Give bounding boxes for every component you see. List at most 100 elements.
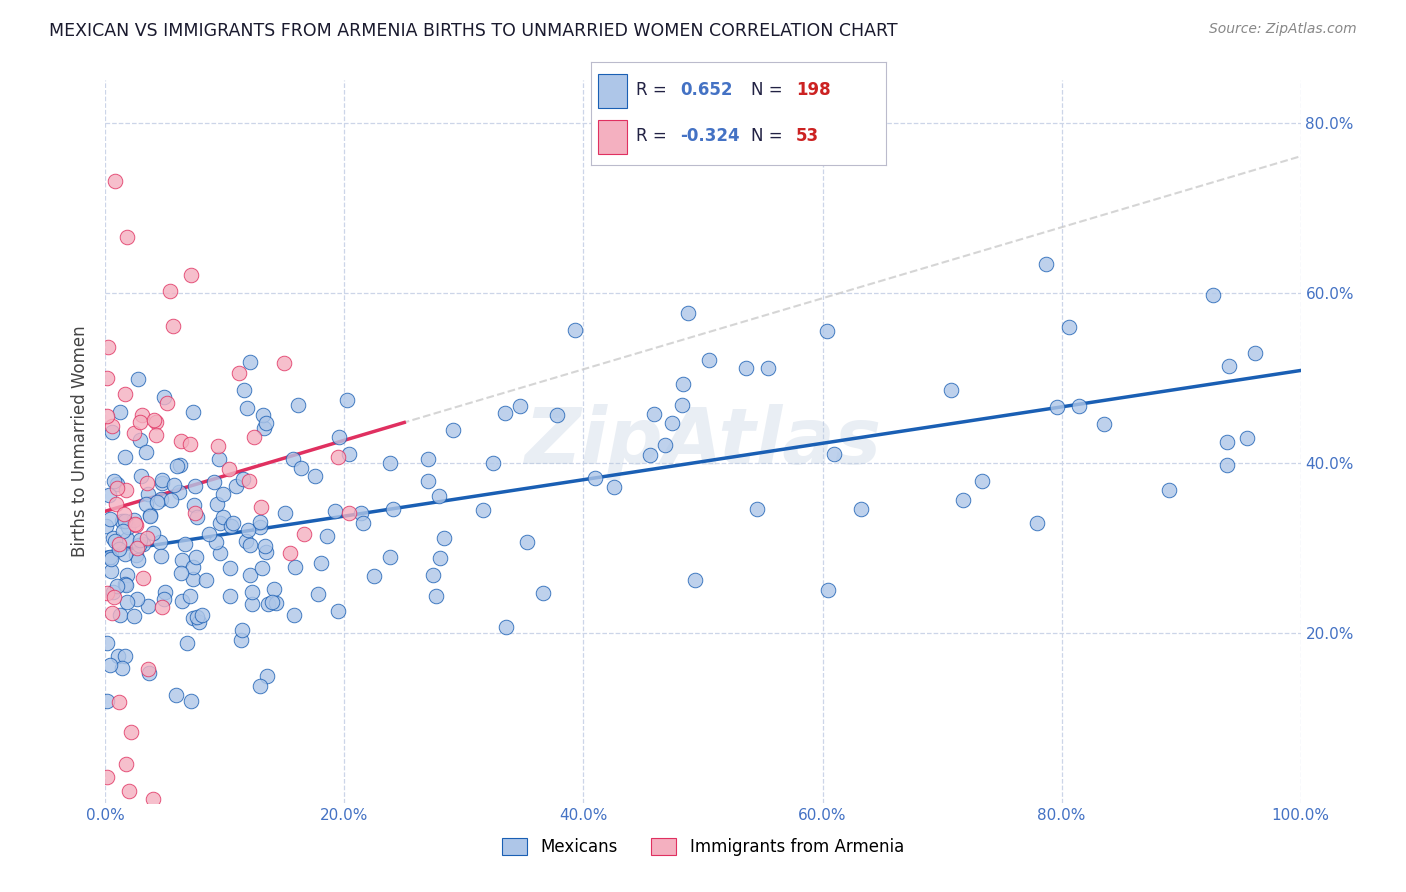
Point <box>240 597 263 611</box>
Point <box>98 550 121 565</box>
Point <box>676 306 699 320</box>
Point <box>115 757 138 772</box>
Text: MEXICAN VS IMMIGRANTS FROM ARMENIA BIRTHS TO UNMARRIED WOMEN CORRELATION CHART: MEXICAN VS IMMIGRANTS FROM ARMENIA BIRTH… <box>49 22 898 40</box>
Point <box>122 513 145 527</box>
Point <box>232 472 254 486</box>
Point <box>138 666 160 681</box>
Point <box>643 408 665 422</box>
Point <box>416 451 439 466</box>
Point <box>603 480 626 494</box>
Point <box>531 586 554 600</box>
Point <box>970 475 993 489</box>
Point <box>181 405 204 419</box>
Point <box>136 487 159 501</box>
Point <box>97 340 120 354</box>
Point <box>108 607 131 622</box>
Point <box>163 477 186 491</box>
Point <box>672 376 695 391</box>
Point <box>129 533 152 547</box>
Point <box>108 541 131 556</box>
Point <box>162 318 184 333</box>
Point <box>252 408 274 422</box>
Point <box>697 353 720 368</box>
Point <box>181 560 204 574</box>
Point <box>125 517 148 532</box>
Point <box>1244 346 1267 360</box>
Point <box>254 416 277 430</box>
Point <box>564 323 586 337</box>
Point <box>350 507 373 521</box>
Point <box>212 510 235 524</box>
Text: R =: R = <box>637 128 672 145</box>
Point <box>167 484 190 499</box>
Point <box>188 615 211 629</box>
Point <box>104 173 127 187</box>
Point <box>115 533 138 547</box>
Point <box>170 566 193 580</box>
Point <box>184 506 207 520</box>
Point <box>105 481 128 495</box>
Point <box>429 489 451 503</box>
Point <box>114 547 136 561</box>
Point <box>115 567 138 582</box>
Point <box>152 592 174 607</box>
Point <box>136 662 159 676</box>
Point <box>654 438 676 452</box>
Point <box>176 636 198 650</box>
FancyBboxPatch shape <box>598 74 627 108</box>
Legend: Mexicans, Immigrants from Armenia: Mexicans, Immigrants from Armenia <box>495 831 911 863</box>
Point <box>169 458 191 472</box>
Point <box>304 469 326 483</box>
Point <box>186 610 208 624</box>
Point <box>583 470 606 484</box>
Point <box>671 398 693 412</box>
Point <box>382 502 405 516</box>
Point <box>425 589 447 603</box>
Point <box>136 599 159 613</box>
Point <box>249 679 271 693</box>
Point <box>254 545 277 559</box>
Point <box>125 591 148 606</box>
Point <box>638 448 661 462</box>
Point <box>139 508 162 523</box>
Point <box>179 589 201 603</box>
Point <box>433 531 456 545</box>
Point <box>1218 359 1240 374</box>
Point <box>174 537 197 551</box>
Point <box>146 495 169 509</box>
Point <box>159 492 181 507</box>
Text: 198: 198 <box>796 81 831 99</box>
Text: 0.652: 0.652 <box>681 81 733 99</box>
Point <box>939 383 962 397</box>
Text: ZipAtlas: ZipAtlas <box>524 403 882 480</box>
Point <box>172 594 194 608</box>
Point <box>236 401 259 416</box>
Point <box>149 549 172 563</box>
Point <box>418 474 440 488</box>
Point <box>661 416 683 430</box>
Point <box>105 477 128 491</box>
Point <box>96 409 118 423</box>
Point <box>159 284 181 298</box>
Point <box>509 399 531 413</box>
Point <box>183 498 205 512</box>
Point <box>98 657 121 672</box>
Point <box>143 413 166 427</box>
Point <box>103 590 125 604</box>
Point <box>1092 417 1115 432</box>
Point <box>139 508 162 522</box>
Point <box>101 531 124 545</box>
Point <box>170 553 193 567</box>
Point <box>516 534 538 549</box>
Point <box>114 450 136 464</box>
Point <box>96 586 118 600</box>
Point <box>96 694 118 708</box>
Point <box>242 585 264 599</box>
Text: -0.324: -0.324 <box>681 128 740 145</box>
Point <box>114 649 136 664</box>
Point <box>108 695 131 709</box>
Point <box>128 538 150 552</box>
Point <box>101 606 124 620</box>
FancyBboxPatch shape <box>598 120 627 153</box>
Point <box>283 608 305 623</box>
